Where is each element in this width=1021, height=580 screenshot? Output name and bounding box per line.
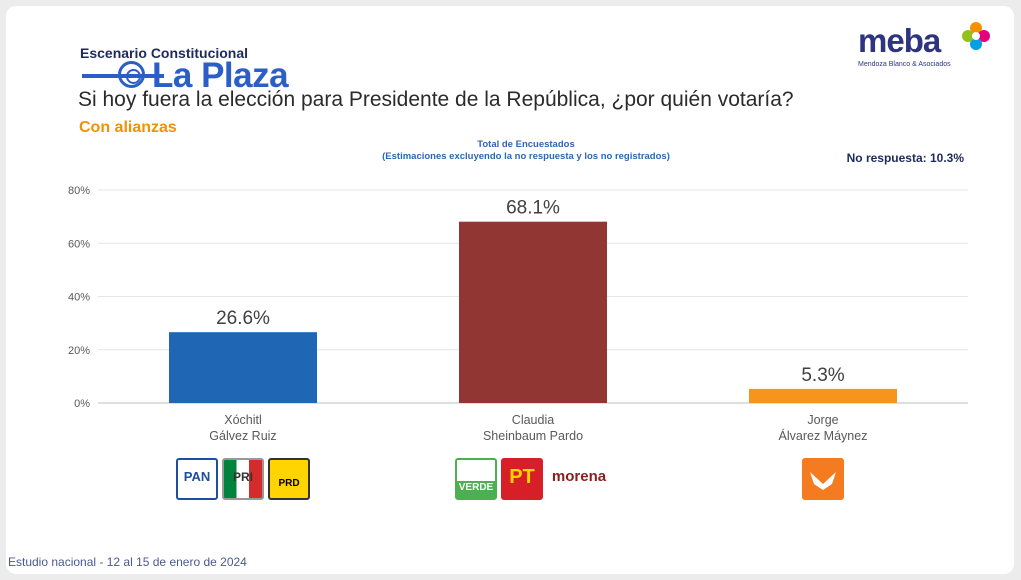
globe-icon	[118, 61, 145, 88]
party-logo-mc	[802, 458, 844, 500]
x-tick-label: Jorge Álvarez Máynez	[723, 412, 923, 444]
y-tick-label: 80%	[68, 185, 90, 197]
y-tick-label: 40%	[68, 292, 90, 304]
x-tick-label: Xóchitl Gálvez Ruiz	[143, 412, 343, 444]
candidate-first-name: Xóchitl	[224, 413, 262, 427]
candidate-last-name: Sheinbaum Pardo	[482, 429, 584, 443]
bar	[459, 221, 607, 403]
footer-note: Estudio nacional - 12 al 15 de enero de …	[8, 555, 247, 569]
bar	[749, 388, 897, 403]
candidate-first-name: Claudia	[511, 413, 555, 427]
party-logo-verde: VERDE	[455, 458, 497, 500]
candidate-first-name: Jorge	[807, 413, 839, 427]
party-logo-pt: PT	[501, 458, 543, 500]
no-response-label: No respuesta: 10.3%	[846, 151, 964, 165]
candidate-last-name: Álvarez Máynez	[778, 429, 868, 443]
party-logo-pri: PRI	[222, 458, 264, 500]
watermark: La Plaza	[82, 56, 342, 98]
data-label: 5.3%	[801, 365, 844, 386]
data-label: 68.1%	[506, 198, 560, 219]
candidate-last-name: Gálvez Ruiz	[209, 429, 277, 443]
chart-title: Total de Encuestados	[477, 139, 575, 150]
chart-title-block: Total de Encuestados (Estimaciones exclu…	[286, 139, 766, 163]
data-label: 26.6%	[216, 308, 270, 329]
bar	[169, 332, 317, 403]
party-logo-pan: PAN	[176, 458, 218, 500]
scenario-label: Escenario Constitucional	[80, 45, 249, 61]
brand-name: meba	[858, 22, 941, 59]
brand-flower-icon	[962, 22, 990, 50]
party-logo-prd: PRD	[268, 458, 310, 500]
y-tick-label: 60%	[68, 238, 90, 250]
slide: Escenario Constitucional La Plaza Si hoy…	[6, 6, 1014, 574]
bar-chart: 0% 20% 40% 60% 80% 26.6% 68.1% 5.3%	[68, 185, 968, 410]
party-logo-morena: morena	[547, 458, 611, 500]
chart-subtitle: (Estimaciones excluyendo la no respuesta…	[382, 151, 670, 162]
alliance-subtitle: Con alianzas	[79, 119, 177, 136]
question-title: Si hoy fuera la elección para Presidente…	[78, 88, 794, 111]
y-tick-label: 0%	[74, 398, 90, 410]
x-tick-label: Claudia Sheinbaum Pardo	[433, 412, 633, 444]
y-tick-label: 20%	[68, 345, 90, 357]
watermark-text: La Plaza	[152, 56, 289, 95]
brand-tagline: Mendoza Blanco & Asociados	[858, 61, 951, 68]
mc-eagle-icon	[810, 472, 836, 490]
brand-logo: meba Mendoza Blanco & Asociados	[856, 20, 1006, 70]
